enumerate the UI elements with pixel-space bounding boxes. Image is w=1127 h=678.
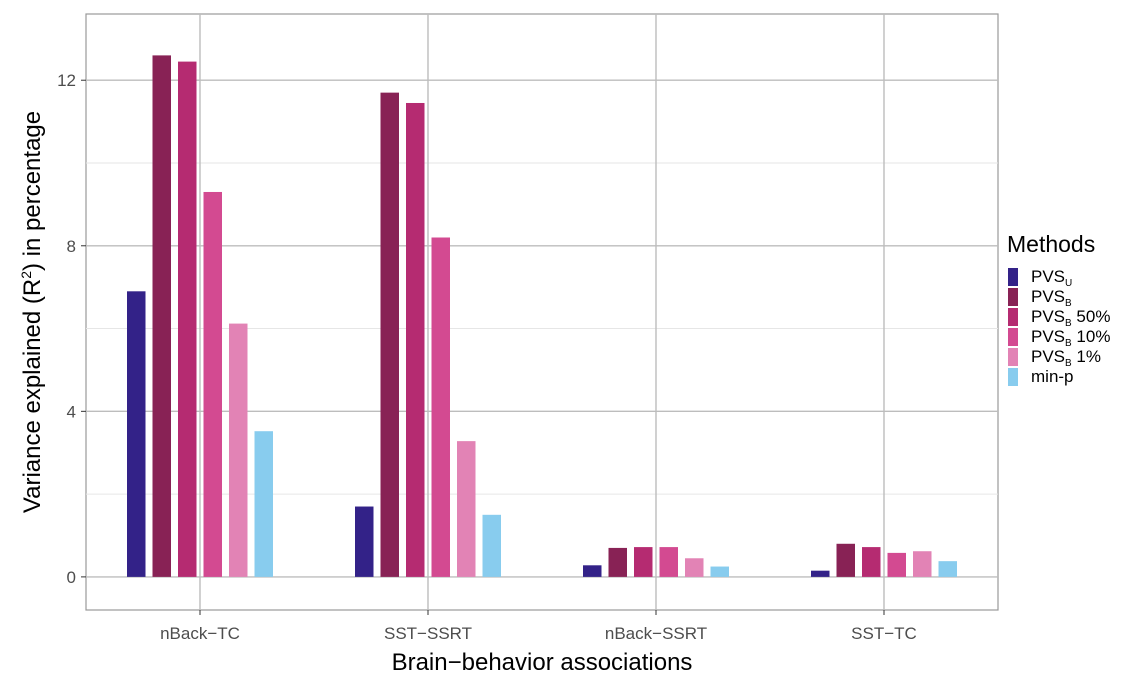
bar bbox=[178, 61, 197, 577]
bar bbox=[482, 514, 501, 577]
legend-label: PVSU bbox=[1031, 267, 1072, 289]
bar bbox=[355, 506, 374, 577]
bar bbox=[836, 543, 855, 577]
legend-label: PVSB 10% bbox=[1031, 327, 1110, 349]
y-tick-label: 0 bbox=[67, 568, 76, 587]
bar bbox=[913, 551, 932, 577]
bar bbox=[583, 565, 602, 577]
bar bbox=[152, 55, 171, 577]
bar bbox=[685, 558, 704, 577]
plot-panel bbox=[85, 13, 999, 611]
x-tick-label: nBack−SSRT bbox=[605, 624, 707, 643]
bar bbox=[229, 323, 248, 577]
legend-swatch bbox=[1008, 368, 1018, 386]
legend-swatch bbox=[1008, 308, 1018, 326]
bar bbox=[659, 547, 678, 577]
bar bbox=[431, 237, 450, 577]
y-axis-title-main: Variance explained (R bbox=[19, 279, 46, 513]
y-axis-title-superscript: 2 bbox=[18, 271, 34, 279]
legend-label: PVSB 50% bbox=[1031, 307, 1110, 329]
x-tick-label: SST−TC bbox=[851, 624, 917, 643]
y-tick-label: 4 bbox=[67, 402, 76, 421]
bar bbox=[203, 191, 222, 577]
ticks-layer: 0 4 8 12 nBack−TC SST−SSRT nBack−SSRT SST−TC bbox=[57, 71, 917, 643]
bar bbox=[811, 570, 830, 577]
bar bbox=[634, 547, 653, 577]
legend-swatch bbox=[1008, 288, 1018, 306]
y-axis-title: Variance explained (R2) in percentage bbox=[18, 111, 46, 513]
bar bbox=[710, 566, 729, 577]
y-axis-title-end: ) in percentage bbox=[19, 111, 46, 271]
legend-label: PVSB 1% bbox=[1031, 347, 1101, 369]
bar bbox=[406, 102, 425, 577]
bar bbox=[938, 561, 957, 577]
bars-layer bbox=[127, 55, 957, 577]
x-tick-label: nBack−TC bbox=[160, 624, 240, 643]
bar bbox=[380, 92, 399, 577]
y-tick-label: 12 bbox=[57, 71, 76, 90]
x-tick-label: SST−SSRT bbox=[384, 624, 472, 643]
legend-swatch bbox=[1008, 348, 1018, 366]
legend-label: min-p bbox=[1031, 367, 1074, 386]
bar bbox=[254, 431, 273, 577]
legend-label: PVSB bbox=[1031, 287, 1072, 309]
bar bbox=[608, 547, 627, 577]
legend-swatch bbox=[1008, 328, 1018, 346]
x-axis-title: Brain−behavior associations bbox=[392, 649, 693, 676]
bar bbox=[862, 547, 881, 577]
legend-title: Methods bbox=[1007, 231, 1095, 257]
legend-swatch bbox=[1008, 268, 1018, 286]
bar bbox=[457, 441, 476, 577]
y-tick-label: 8 bbox=[67, 237, 76, 256]
bar bbox=[887, 552, 906, 577]
bar bbox=[127, 291, 146, 577]
